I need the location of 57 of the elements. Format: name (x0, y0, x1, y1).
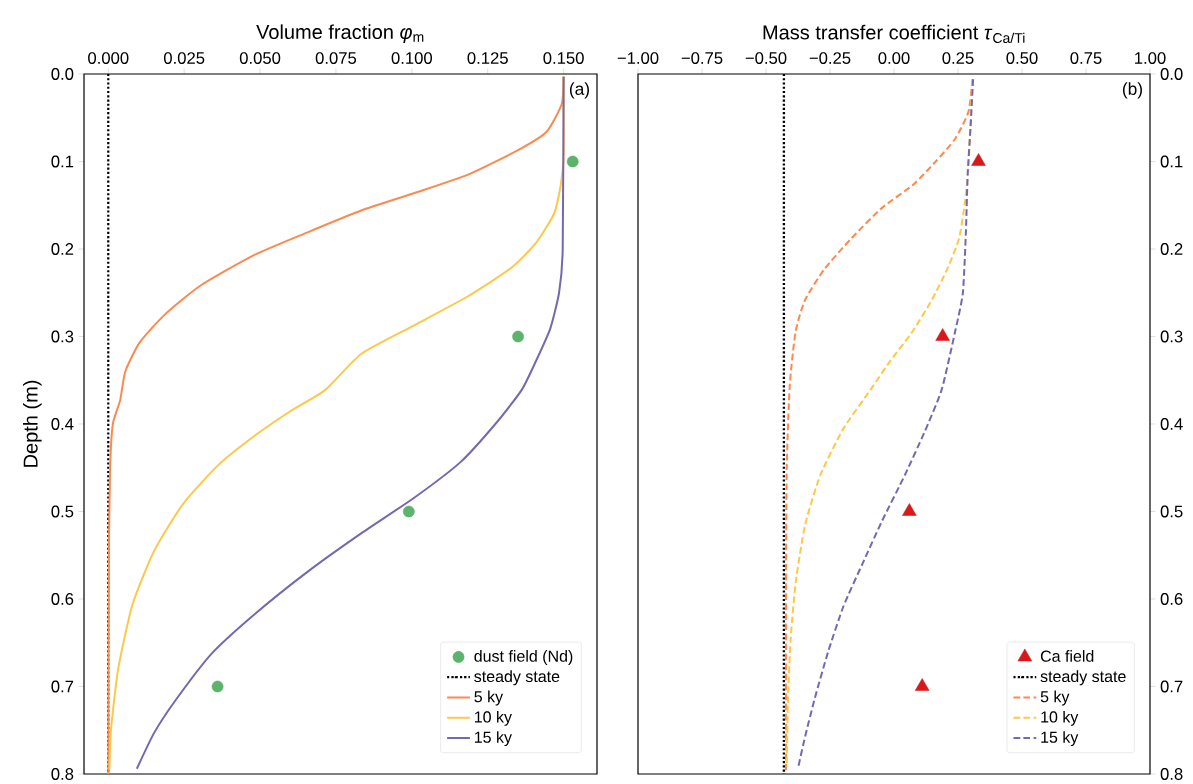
y-tick-label: 0.3 (1160, 330, 1183, 343)
x-tick-label: −0.50 (745, 52, 787, 64)
legend-label: 10 ky (474, 710, 512, 726)
legend-label: Ca field (1040, 649, 1094, 662)
legend-label: steady state (474, 670, 560, 686)
annotation: (b) (1122, 82, 1142, 99)
legend-label: 15 ky (474, 730, 512, 746)
legend-label: 15 ky (1041, 730, 1079, 746)
point (402, 505, 415, 518)
point (935, 328, 950, 341)
x-tick-label: 0.050 (239, 52, 281, 64)
point (566, 155, 579, 168)
point (512, 330, 524, 343)
y-tick-label: 0.8 (51, 767, 74, 780)
y-axis-title: Depth (m) (23, 380, 42, 467)
x-tick-label: 0.150 (543, 52, 584, 64)
y-tick-label: 0.3 (51, 330, 74, 343)
x-tick-label: 0.075 (315, 52, 357, 64)
point (902, 503, 917, 516)
x-tick-label: 0.100 (391, 52, 433, 64)
x-tick-label: 0.25 (942, 52, 974, 64)
y-tick-label: 0.0 (1160, 67, 1183, 80)
x-tick-label: −1.00 (617, 52, 659, 64)
x-axis-title: Volume fraction φ$_{m}$ (256, 24, 424, 43)
point (971, 153, 986, 166)
y-tick-label: 0.2 (51, 242, 74, 255)
x-tick-label: 0.000 (88, 52, 129, 64)
legend-label: dust field (Nd) (474, 649, 573, 665)
x-tick-label: 1.00 (1135, 52, 1166, 64)
x-tick-label: 0.025 (163, 52, 205, 64)
y-tick-label: 0.5 (1160, 505, 1183, 518)
x-tick-label: 0.75 (1070, 52, 1102, 64)
point (914, 678, 930, 691)
point (211, 680, 224, 693)
y-tick-label: 0.6 (51, 592, 74, 605)
y-tick-label: 0.8 (1160, 767, 1183, 780)
x-tick-label: 0.00 (878, 52, 910, 64)
legend-label: 10 ky (1041, 710, 1079, 726)
annotation: (a) (569, 82, 589, 99)
y-tick-label: 0.1 (51, 155, 74, 168)
y-tick-label: 0.7 (51, 680, 74, 693)
y-tick-label: 0.4 (51, 417, 74, 430)
x-tick-label: −0.25 (809, 52, 851, 64)
y-tick-label: 0.7 (1160, 680, 1183, 693)
y-tick-label: 0.0 (51, 67, 74, 80)
legend-label: 5 ky (1040, 690, 1070, 706)
legend-label: 5 ky (474, 690, 504, 706)
y-tick-label: 0.2 (1160, 242, 1183, 255)
x-tick-label: 0.50 (1006, 52, 1038, 64)
y-tick-label: 0.4 (1160, 417, 1183, 430)
y-tick-label: 0.1 (1160, 155, 1183, 168)
x-tick-label: −0.75 (681, 52, 723, 64)
y-tick-label: 0.5 (51, 505, 74, 518)
x-tick-label: 0.125 (467, 52, 508, 64)
y-tick-label: 0.6 (1160, 592, 1183, 605)
x-axis-title: Mass transfer coefficient τ$_{Ca/Ti}$ (763, 24, 1025, 43)
legend-label: steady state (1040, 670, 1126, 686)
